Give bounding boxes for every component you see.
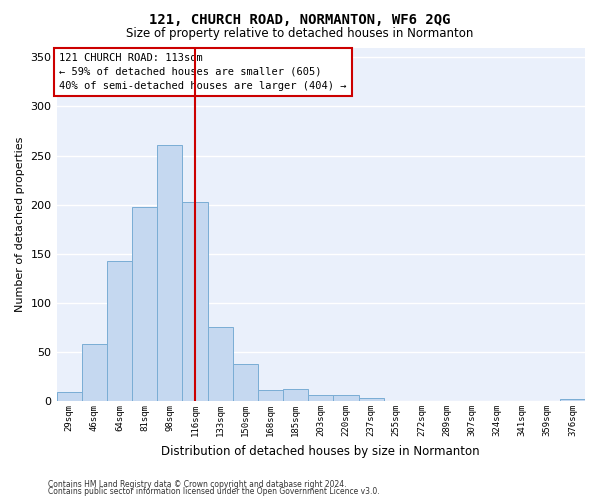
Bar (132, 206, 157, 401)
Bar (82, 344, 107, 401)
Text: 121 CHURCH ROAD: 113sqm
← 59% of detached houses are smaller (605)
40% of semi-d: 121 CHURCH ROAD: 113sqm ← 59% of detache… (59, 53, 347, 91)
X-axis label: Distribution of detached houses by size in Normanton: Distribution of detached houses by size … (161, 444, 480, 458)
Bar (359, 398, 383, 401)
Bar (157, 145, 182, 401)
Bar (560, 399, 585, 401)
Bar (258, 390, 283, 401)
Text: Contains public sector information licensed under the Open Government Licence v3: Contains public sector information licen… (48, 487, 380, 496)
Bar (283, 390, 308, 401)
Bar (334, 395, 359, 401)
Bar (56, 392, 82, 401)
Bar (208, 328, 233, 401)
Text: Size of property relative to detached houses in Normanton: Size of property relative to detached ho… (127, 28, 473, 40)
Bar (182, 202, 208, 401)
Bar (107, 260, 132, 401)
Y-axis label: Number of detached properties: Number of detached properties (15, 136, 25, 312)
Bar (233, 364, 258, 401)
Text: 121, CHURCH ROAD, NORMANTON, WF6 2QG: 121, CHURCH ROAD, NORMANTON, WF6 2QG (149, 12, 451, 26)
Text: Contains HM Land Registry data © Crown copyright and database right 2024.: Contains HM Land Registry data © Crown c… (48, 480, 347, 489)
Bar (308, 395, 334, 401)
